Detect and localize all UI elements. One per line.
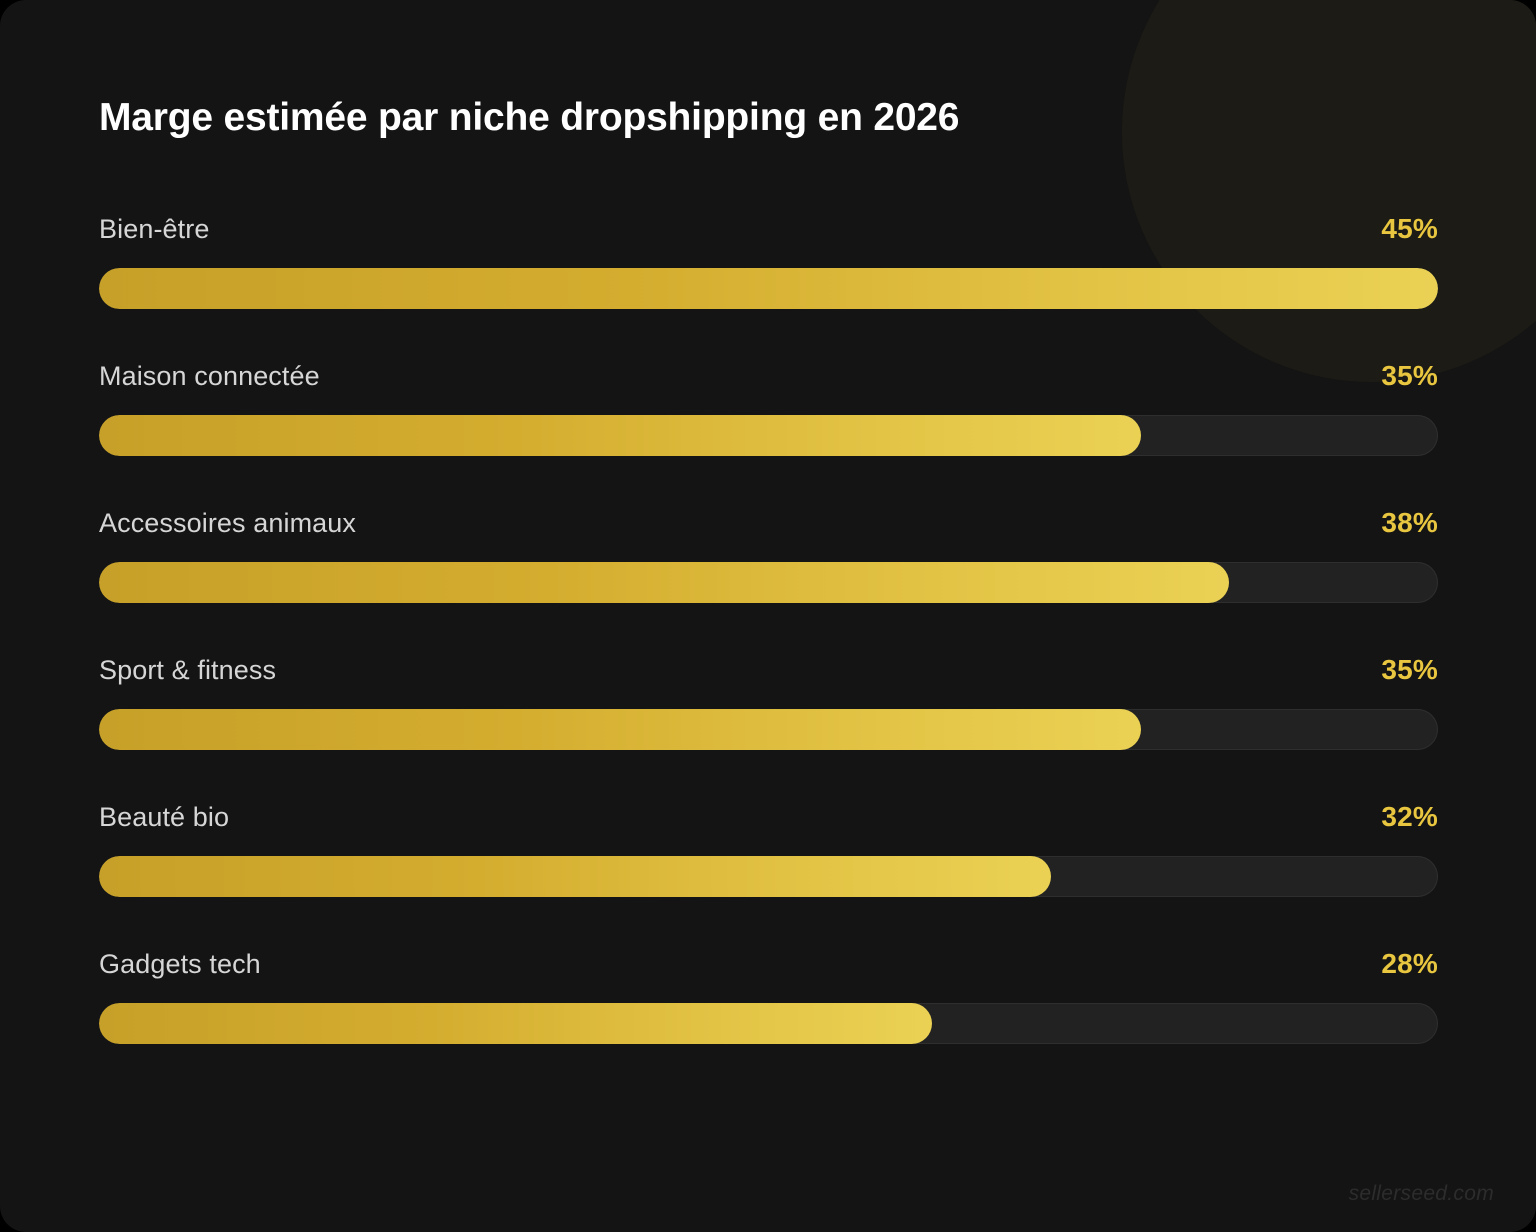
bar-value: 35% [1381,359,1438,391]
bar-row-header: Accessoires animaux 38% [99,507,1438,539]
bar-track [99,855,1438,897]
bar-fill [99,1002,932,1044]
bar-label: Beauté bio [99,801,230,832]
bar-row-header: Gadgets tech 28% [99,948,1438,980]
bar-fill [99,267,1438,309]
bar-row-header: Sport & fitness 35% [99,654,1438,686]
bar-value: 38% [1381,506,1438,538]
bar-row: Accessoires animaux 38% [99,507,1438,603]
bar-fill [99,561,1230,603]
bar-label: Sport & fitness [99,654,277,685]
bar-track [99,414,1438,456]
bar-row-header: Bien-être 45% [99,213,1438,245]
card-content: Marge estimée par niche dropshipping en … [99,96,1438,1044]
bar-row-header: Beauté bio 32% [99,801,1438,833]
bar-track [99,267,1438,309]
bar-row: Sport & fitness 35% [99,654,1438,750]
bar-track [99,708,1438,750]
bar-fill [99,855,1052,897]
bar-value: 45% [1381,212,1438,244]
bar-track [99,1002,1438,1044]
bar-fill [99,708,1141,750]
bar-row: Beauté bio 32% [99,801,1438,897]
bar-label: Accessoires animaux [99,507,357,538]
bar-track [99,561,1438,603]
bar-label: Gadgets tech [99,948,261,979]
bar-value: 32% [1381,800,1438,832]
bar-row: Gadgets tech 28% [99,948,1438,1044]
watermark: sellerseed.com [1348,1182,1494,1205]
bar-row-header: Maison connectée 35% [99,360,1438,392]
bar-fill [99,414,1141,456]
bar-label: Maison connectée [99,360,320,391]
bar-value: 28% [1381,947,1438,979]
bar-label: Bien-être [99,213,210,244]
bar-value: 35% [1381,653,1438,685]
bar-row: Bien-être 45% [99,213,1438,309]
bar-row: Maison connectée 35% [99,360,1438,456]
bar-chart: Bien-être 45% Maison connectée 35% A [99,213,1438,1044]
page-title: Marge estimée par niche dropshipping en … [99,96,960,139]
